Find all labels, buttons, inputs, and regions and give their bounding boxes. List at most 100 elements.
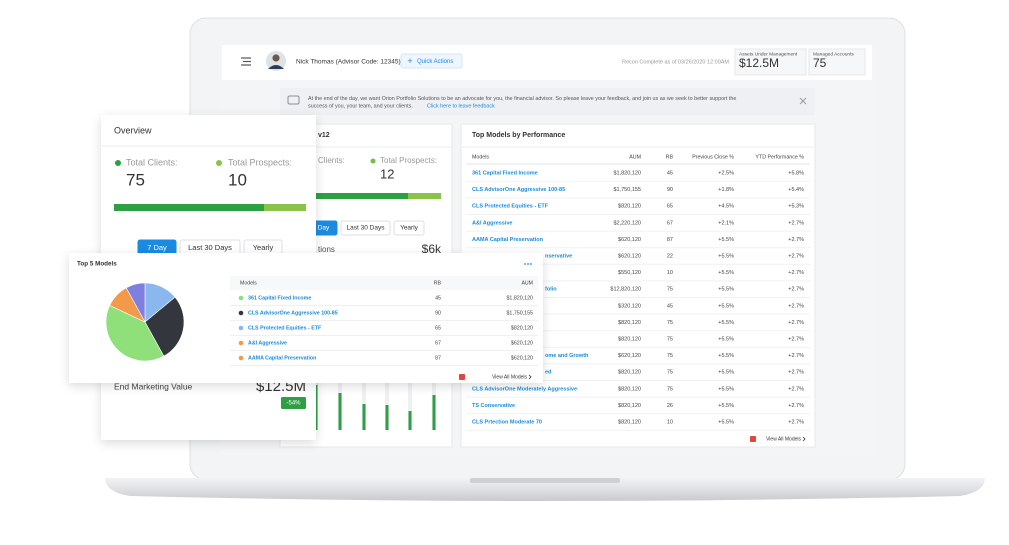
table-cell: +5.5% [718, 370, 734, 376]
range-tab[interactable] [393, 220, 425, 236]
table-cell: +5.8% [788, 170, 804, 176]
table-cell: 22 [667, 253, 673, 259]
range-tab-label: 7 Day [147, 243, 167, 252]
aum-label: Assets Under Management [739, 51, 798, 57]
table-cell: $2,220,120 [613, 220, 641, 226]
stat-value: 75 [126, 170, 145, 189]
model-link[interactable]: ed [545, 370, 551, 376]
quick-actions-label[interactable]: Quick Actions [417, 59, 453, 65]
card-title: Top Models by Performance [472, 132, 565, 139]
table-cell: +2.7% [788, 270, 804, 276]
range-tab[interactable] [340, 220, 391, 236]
metric-label: End Marketing Value [114, 381, 193, 391]
table-cell: 75 [667, 287, 673, 293]
column-header: RB [666, 154, 674, 160]
model-link[interactable]: TS Conservative [472, 403, 515, 409]
range-tab-label: Day [318, 225, 330, 232]
table-cell: $620,120 [511, 355, 533, 361]
table-cell: $1,820,120 [506, 295, 533, 301]
table-cell: +2.5% [718, 170, 734, 176]
pie-slice [144, 296, 185, 357]
accounts-label: Managed Accounts [813, 51, 854, 57]
table-cell: +1.8% [718, 187, 734, 193]
more-icon[interactable] [524, 263, 526, 265]
table-cell: +5.5% [718, 336, 734, 342]
table-cell: 45 [667, 170, 673, 176]
table-cell: +2.7% [788, 253, 804, 259]
metric-value: $6k [422, 242, 442, 256]
table-cell: +5.3% [788, 204, 804, 210]
table-cell: $820,120 [511, 325, 533, 331]
model-link[interactable]: AAMA Capital Preservation [248, 355, 316, 361]
table-cell: 65 [435, 325, 441, 331]
model-link[interactable]: nservative [545, 253, 572, 259]
pdf-icon [750, 436, 756, 442]
status-dot [216, 160, 222, 166]
table-header [230, 276, 538, 290]
feedback-notice [280, 88, 815, 115]
model-link[interactable]: 361 Capital Fixed Income [472, 170, 538, 176]
table-cell: 87 [667, 237, 673, 243]
menu-icon[interactable] [241, 57, 251, 66]
model-link[interactable]: CLS AdvisorOne Moderately Aggressive [472, 386, 577, 392]
close-icon[interactable] [799, 97, 807, 105]
pie-slice [105, 304, 165, 362]
model-link[interactable]: CLS Prtection Moderate 70 [472, 419, 542, 425]
table-cell: $820,120 [618, 370, 641, 376]
table-cell: +5.5% [718, 353, 734, 359]
chevron-icon [528, 374, 532, 380]
change-badge [281, 397, 306, 409]
table-cell: $550,120 [618, 270, 641, 276]
more-icon[interactable] [530, 263, 532, 265]
table-cell: 75 [667, 320, 673, 326]
model-link[interactable]: ome and Growth [545, 353, 589, 359]
plus-icon: + [407, 56, 412, 66]
view-all-link[interactable]: View All Models [492, 374, 527, 380]
aum-box [734, 48, 807, 76]
aum-value: $12.5M [739, 56, 779, 70]
avatar-body [268, 65, 284, 69]
table-cell: 10 [667, 419, 673, 425]
range-tab-label: Yearly [253, 243, 274, 252]
model-link[interactable]: A&I Aggressive [248, 340, 287, 346]
table-cell: +5.5% [718, 419, 734, 425]
more-icon[interactable] [527, 263, 529, 265]
table-cell: +5.5% [718, 386, 734, 392]
table-cell: 10 [667, 270, 673, 276]
stat-label: Total Prospects: [380, 156, 437, 165]
column-header: AUM [629, 154, 641, 160]
feedback-link[interactable]: Click here to leave feedback [427, 103, 495, 109]
table-cell: 26 [667, 403, 673, 409]
recon-status: Recon Complete as of 03/26/2020 12:00AM [622, 59, 729, 65]
model-link[interactable]: folio [545, 287, 557, 293]
table-cell: +5.4% [788, 187, 804, 193]
model-link[interactable]: CLS Protected Equities - ETF [472, 204, 549, 210]
table-cell: +5.5% [718, 287, 734, 293]
table-cell: $1,750,155 [506, 310, 533, 316]
model-link[interactable]: CLS Protected Equities - ETF [248, 325, 322, 331]
column-header: Previous Close % [692, 154, 734, 160]
column-header: YTD Performance % [755, 154, 804, 160]
model-link[interactable]: A&I Aggressive [472, 220, 512, 226]
quick-actions-button[interactable] [400, 53, 463, 69]
legend-dot [238, 295, 244, 301]
table-cell: +2.7% [788, 336, 804, 342]
table-cell: $820,120 [618, 419, 641, 425]
model-link[interactable]: 361 Capital Fixed Income [248, 295, 311, 301]
table-cell: $620,120 [618, 237, 641, 243]
table-cell: $1,750,155 [613, 187, 641, 193]
bar [408, 411, 412, 430]
table-cell: +2.7% [788, 303, 804, 309]
model-link[interactable]: CLS AdvisorOne Aggressive 100-85 [248, 310, 338, 316]
chat-icon [287, 95, 300, 105]
view-all-link[interactable]: View All Models [766, 436, 801, 442]
advisor-name: Nick Thomas (Advisor Code: 12345) [296, 59, 401, 66]
table-cell: 75 [667, 353, 673, 359]
table-cell: 65 [667, 204, 673, 210]
table-cell: +2.7% [788, 370, 804, 376]
model-link[interactable]: CLS AdvisorOne Aggressive 100-85 [472, 187, 565, 193]
stat-label: Total Prospects: [228, 157, 292, 167]
model-link[interactable]: AAMA Capital Preservation [472, 237, 544, 243]
range-tab-label: Last 30 Days [347, 225, 386, 232]
